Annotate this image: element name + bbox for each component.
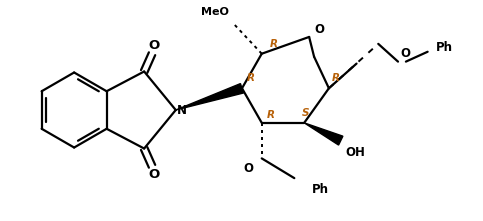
Polygon shape: [304, 123, 343, 145]
Text: Ph: Ph: [312, 183, 329, 196]
Text: N: N: [177, 103, 187, 116]
Text: O: O: [148, 168, 160, 181]
Text: O: O: [148, 39, 160, 52]
Text: O: O: [400, 47, 410, 60]
Text: MeO: MeO: [201, 7, 229, 17]
Text: R: R: [247, 73, 255, 83]
Text: R: R: [270, 39, 278, 49]
Text: OH: OH: [346, 146, 366, 158]
Text: S: S: [302, 108, 310, 118]
Text: R: R: [267, 110, 275, 120]
Text: O: O: [314, 23, 324, 36]
Polygon shape: [176, 84, 243, 110]
Text: O: O: [244, 162, 254, 175]
Text: Ph: Ph: [436, 41, 453, 54]
Text: R: R: [332, 73, 340, 83]
